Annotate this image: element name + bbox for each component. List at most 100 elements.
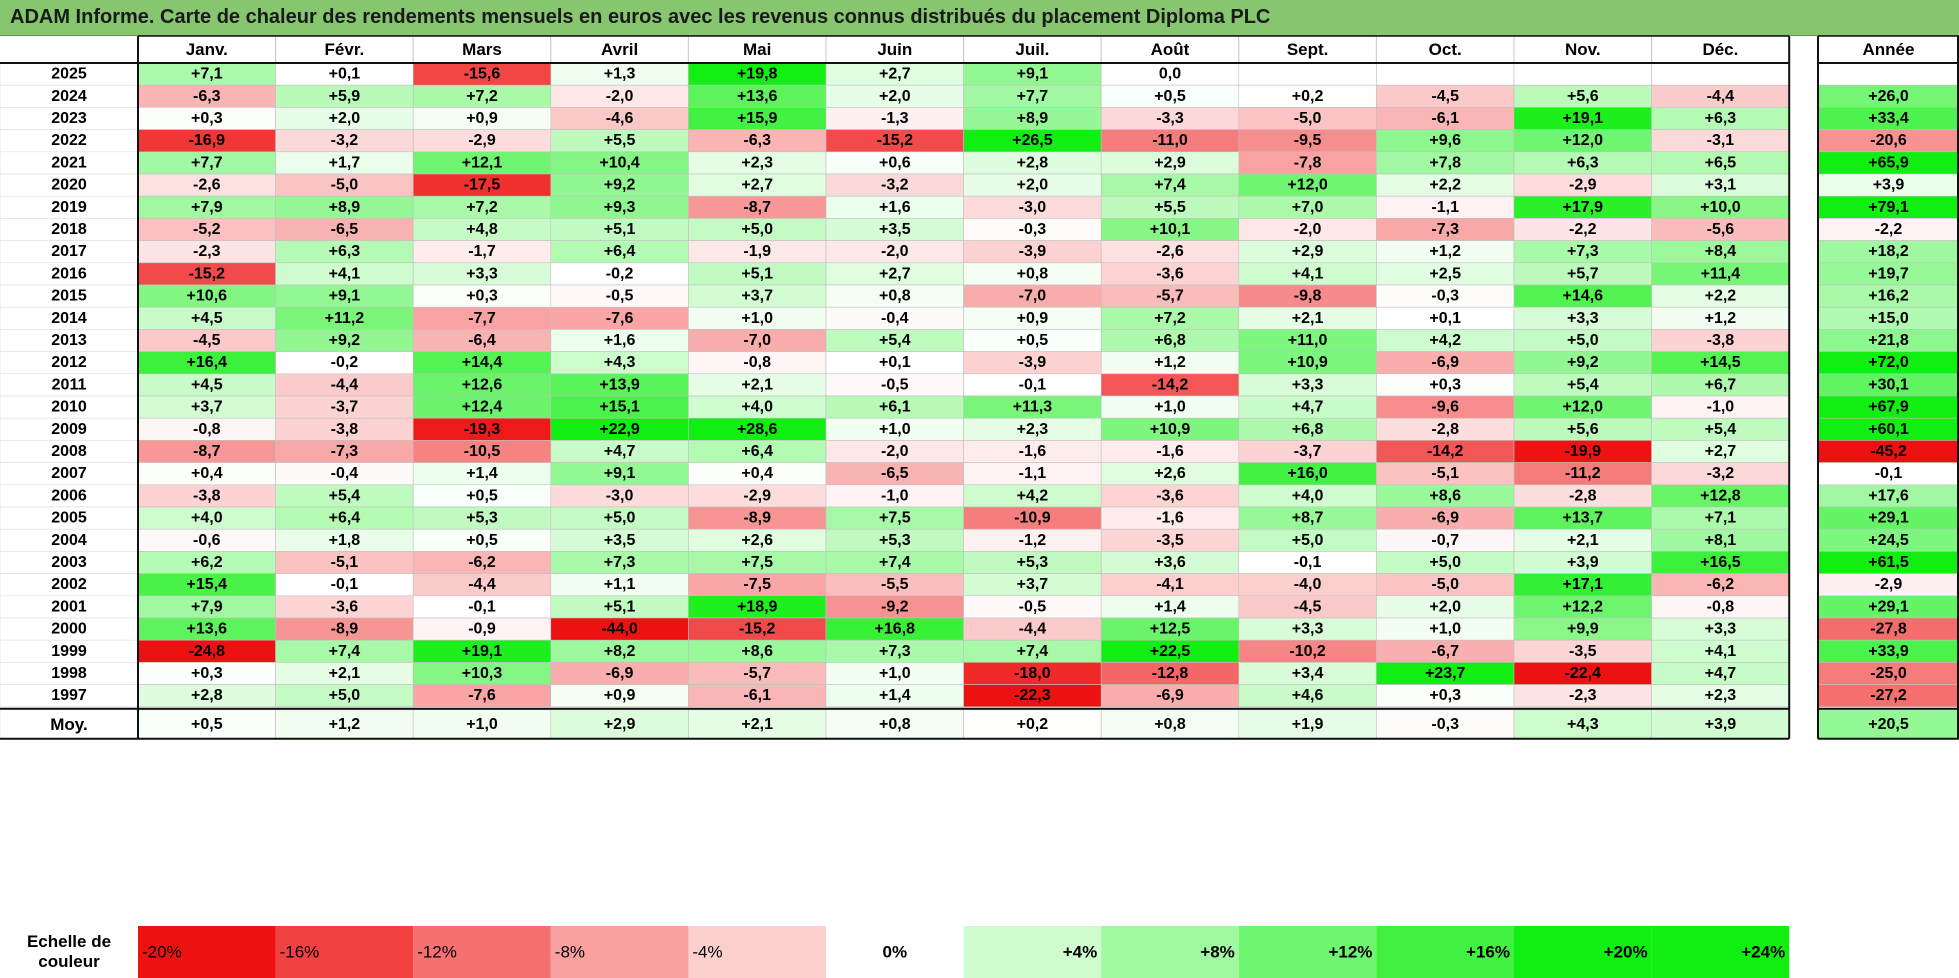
cell-value: +6,4 (741, 443, 773, 460)
annual-value: +30,1 (1868, 376, 1909, 393)
cell-value: +10,1 (1150, 221, 1191, 238)
year-label: 2021 (51, 154, 87, 171)
year-label: 2013 (51, 332, 87, 349)
cell-value: -4,1 (1156, 576, 1184, 593)
cell-value: -2,9 (1569, 177, 1597, 194)
cell-value: -3,8 (193, 487, 221, 504)
cell-value: +19,8 (737, 66, 778, 83)
month-header-cell (137, 35, 277, 64)
cell-value: +1,0 (879, 421, 911, 438)
cell-value: -15,6 (464, 66, 501, 83)
cell-value: +15,9 (737, 110, 778, 127)
cell-value: +8,9 (1017, 110, 1049, 127)
cell-value: +12,0 (1563, 132, 1604, 149)
average-value: +0,2 (1017, 716, 1049, 733)
cell-value: +1,0 (879, 665, 911, 682)
color-scale-swatch (275, 926, 414, 978)
cell-value: -2,6 (1156, 243, 1184, 260)
color-scale-label-value: +20% (1604, 943, 1648, 962)
cell-value: +7,3 (879, 643, 911, 660)
annual-value: +72,0 (1868, 354, 1909, 371)
year-label: 1997 (51, 687, 87, 704)
cell-value: +4,0 (191, 510, 223, 527)
cell-value: +2,8 (1017, 154, 1049, 171)
cell-value: -3,5 (1569, 643, 1597, 660)
annual-value: -27,2 (1870, 687, 1907, 704)
cell-value: -15,2 (877, 132, 914, 149)
cell-value: -0,1 (1294, 554, 1322, 571)
cell-value: +3,4 (1292, 665, 1324, 682)
cell-value: 0,0 (1159, 66, 1181, 83)
color-scale-swatch (1376, 926, 1514, 978)
cell-value: -5,5 (881, 576, 909, 593)
cell-value: +4,7 (604, 443, 636, 460)
cell-value: +2,3 (1017, 421, 1049, 438)
cell-value: +4,2 (1017, 487, 1049, 504)
cell-value: +2,6 (741, 532, 773, 549)
cell-value: -44,0 (601, 621, 638, 638)
cell-value: +4,6 (1292, 687, 1324, 704)
cell-value: +7,3 (1567, 243, 1599, 260)
cell-value: -24,8 (189, 643, 226, 660)
cell-value: +2,1 (741, 376, 773, 393)
month-header-label: Nov. (1565, 40, 1601, 59)
annual-value: -2,9 (1875, 576, 1903, 593)
cell-value: +1,4 (1154, 598, 1186, 615)
average-value: +2,1 (741, 716, 773, 733)
cell-value: +17,9 (1563, 199, 1604, 216)
cell-value: +7,4 (1017, 643, 1049, 660)
annual-value: +79,1 (1868, 199, 1909, 216)
color-scale-swatch (138, 926, 276, 978)
cell-value: +0,1 (1429, 310, 1461, 327)
cell-value: +7,9 (191, 598, 223, 615)
cell-value: -10,9 (1014, 510, 1051, 527)
cell-value: -0,1 (331, 576, 359, 593)
cell-value: +2,7 (879, 66, 911, 83)
year-label: 2023 (51, 110, 87, 127)
cell-value: -3,2 (331, 132, 359, 149)
cell-value: +2,3 (1705, 687, 1737, 704)
cell-value: +5,1 (604, 221, 636, 238)
cell-value: -2,9 (468, 132, 496, 149)
year-label: 1999 (51, 643, 87, 660)
cell-value: +5,0 (1292, 532, 1324, 549)
cell-value: -3,6 (1156, 265, 1184, 282)
cell-value: +7,3 (604, 554, 636, 571)
cell-value: +5,4 (1567, 376, 1599, 393)
cell-value: +0,5 (466, 532, 498, 549)
cell-value: -15,2 (739, 621, 776, 638)
cell-value: +5,0 (329, 687, 361, 704)
cell-value: +18,9 (737, 598, 778, 615)
annual-value: +29,1 (1868, 510, 1909, 527)
cell-value: -1,6 (1156, 443, 1184, 460)
annual-value: +33,4 (1868, 110, 1909, 127)
cell-value: -6,2 (1707, 576, 1735, 593)
cell-value: +10,9 (1150, 421, 1191, 438)
cell-value: +6,8 (1292, 421, 1324, 438)
cell-value: +2,2 (1429, 177, 1461, 194)
cell-value: +7,1 (1705, 510, 1737, 527)
cell-value: +7,5 (741, 554, 773, 571)
annual-value: -27,8 (1870, 621, 1907, 638)
color-scale-swatch (1651, 926, 1790, 978)
cell-value: -11,2 (1565, 465, 1601, 482)
cell-value: +0,3 (191, 665, 223, 682)
cell-value: -0,2 (606, 265, 634, 282)
cell-value: +2,1 (1567, 532, 1599, 549)
average-value: -0,3 (1431, 716, 1459, 733)
cell-value: +4,3 (604, 354, 636, 371)
cell-value: -3,8 (331, 421, 359, 438)
cell-value: -2,8 (1431, 421, 1459, 438)
cell-value: +13,6 (737, 88, 778, 105)
cell-value: +15,1 (599, 399, 640, 416)
cell-value: -9,5 (1294, 132, 1322, 149)
year-label: 2016 (51, 265, 87, 282)
annual-value: -20,6 (1870, 132, 1907, 149)
cell-value: -2,0 (606, 88, 634, 105)
cell-value: +6,8 (1154, 332, 1186, 349)
cell-value: -16,9 (189, 132, 226, 149)
average-value: +0,5 (191, 716, 223, 733)
annual-value: +19,7 (1868, 265, 1909, 282)
average-value: +2,9 (604, 716, 636, 733)
cell-value: +0,3 (191, 110, 223, 127)
